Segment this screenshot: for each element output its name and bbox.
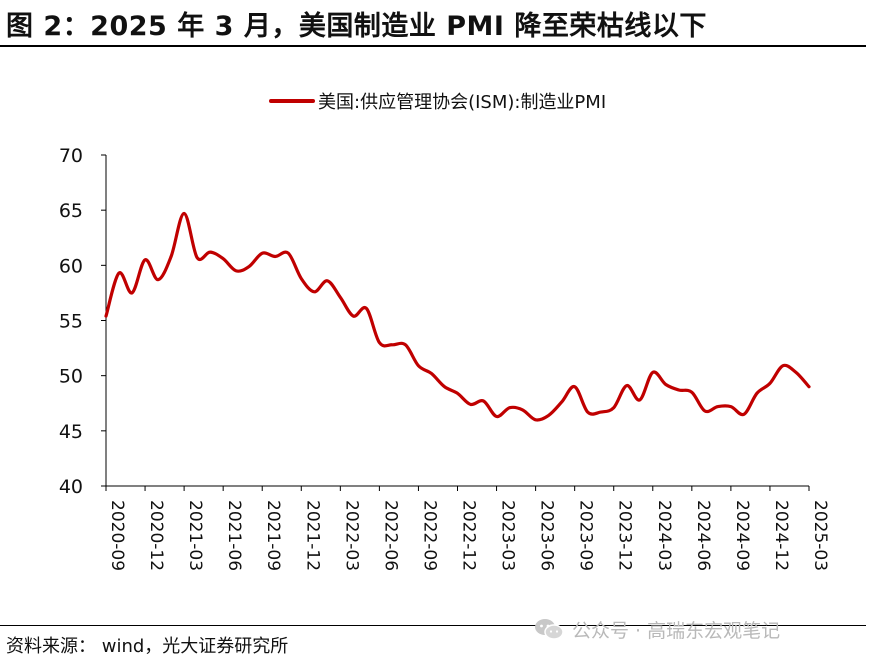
data-point xyxy=(235,269,238,272)
y-tick-label: 45 xyxy=(59,421,83,443)
data-point xyxy=(456,392,459,395)
data-point xyxy=(547,414,550,417)
x-tick-label: 2024-12 xyxy=(771,500,791,571)
x-tick-label: 2022-09 xyxy=(419,500,439,571)
data-point xyxy=(443,385,446,388)
y-tick-label: 60 xyxy=(59,255,83,277)
data-point xyxy=(534,418,537,421)
data-point xyxy=(365,307,368,310)
series-line xyxy=(104,211,811,422)
data-point xyxy=(729,405,732,408)
data-point xyxy=(612,406,615,409)
data-point xyxy=(274,255,277,258)
x-tick-label: 2023-09 xyxy=(576,500,596,571)
data-point xyxy=(417,364,420,367)
data-point xyxy=(599,411,602,414)
page-title: 图 2：2025 年 3 月，美国制造业 PMI 降至荣枯线以下 xyxy=(6,11,707,42)
x-tick-label: 2021-03 xyxy=(185,500,205,571)
data-point xyxy=(209,251,212,254)
data-point xyxy=(625,384,628,387)
x-tick-label: 2021-09 xyxy=(263,500,283,571)
chart-axes xyxy=(105,155,809,487)
data-point xyxy=(144,258,147,261)
data-point xyxy=(131,291,134,294)
data-point xyxy=(495,415,498,418)
data-point xyxy=(183,212,186,215)
data-point xyxy=(586,411,589,414)
y-tick-label: 70 xyxy=(59,145,83,167)
line-chart: 美国:供应管理协会(ISM):制造业PMI 40 45 50 55 60 65 70 202… xyxy=(59,92,830,571)
x-tick-label: 2022-06 xyxy=(380,500,400,571)
data-points xyxy=(105,212,811,421)
source-note: 资料来源： wind，光大证券研究所 xyxy=(6,636,289,657)
x-tick-label: 2022-12 xyxy=(459,500,479,571)
data-point xyxy=(300,277,303,280)
data-point xyxy=(716,405,719,408)
data-point xyxy=(157,278,160,281)
data-point xyxy=(690,391,693,394)
data-point xyxy=(573,385,576,388)
data-point xyxy=(352,315,355,318)
data-point xyxy=(794,371,797,374)
x-tick-label: 2023-03 xyxy=(498,500,518,571)
data-point xyxy=(781,364,784,367)
data-point xyxy=(248,265,251,268)
y-axis-ticks: 40 45 50 55 60 65 70 xyxy=(59,145,106,498)
x-tick-label: 2024-03 xyxy=(654,500,674,571)
data-point xyxy=(768,382,771,385)
x-tick-label: 2020-12 xyxy=(146,500,166,571)
data-point xyxy=(430,372,433,375)
data-point xyxy=(742,413,745,416)
x-tick-label: 2023-06 xyxy=(537,500,557,571)
data-point xyxy=(638,398,641,401)
x-axis-ticks: 2020-09 2020-12 2021-03 2021-06 2021-09 2021-… xyxy=(105,486,830,571)
data-point xyxy=(105,315,108,318)
data-point xyxy=(482,400,485,403)
x-tick-label: 2022-03 xyxy=(341,500,361,571)
x-tick-label: 2021-06 xyxy=(224,500,244,571)
y-tick-label: 40 xyxy=(59,476,83,498)
data-point xyxy=(508,406,511,409)
x-tick-label: 2024-06 xyxy=(693,500,713,571)
data-point xyxy=(664,383,667,386)
watermark-text: 公众号 · 高瑞东宏观笔记 xyxy=(572,619,781,642)
data-point xyxy=(560,401,563,404)
y-tick-label: 55 xyxy=(59,311,83,333)
legend-label: 美国:供应管理协会(ISM):制造业PMI xyxy=(318,92,606,113)
title-divider xyxy=(0,45,866,47)
watermark: 公众号 · 高瑞东宏观笔记 xyxy=(534,616,780,642)
data-point xyxy=(521,408,524,411)
data-point xyxy=(261,252,264,255)
y-tick-label: 65 xyxy=(59,200,83,222)
data-point xyxy=(703,409,706,412)
data-point xyxy=(287,252,290,255)
data-point xyxy=(391,343,394,346)
data-point xyxy=(677,389,680,392)
x-tick-label: 2025-03 xyxy=(810,500,830,571)
data-point xyxy=(808,385,811,388)
y-tick-label: 50 xyxy=(59,366,83,388)
data-point xyxy=(222,257,225,260)
data-point xyxy=(170,255,173,258)
x-tick-label: 2023-12 xyxy=(615,500,635,571)
data-point xyxy=(651,371,654,374)
data-point xyxy=(118,272,121,275)
source-divider xyxy=(0,625,866,626)
data-point xyxy=(404,343,407,346)
x-tick-label: 2021-12 xyxy=(302,500,322,571)
data-point xyxy=(196,256,199,259)
data-point xyxy=(339,296,342,299)
x-tick-label: 2020-09 xyxy=(107,500,127,571)
chart-legend: 美国:供应管理协会(ISM):制造业PMI xyxy=(269,92,606,113)
wechat-icon xyxy=(535,619,564,640)
data-point xyxy=(755,392,758,395)
data-point xyxy=(378,341,381,344)
data-point xyxy=(326,279,329,282)
data-point xyxy=(469,403,472,406)
data-point xyxy=(313,290,316,293)
x-tick-label: 2024-09 xyxy=(732,500,752,571)
